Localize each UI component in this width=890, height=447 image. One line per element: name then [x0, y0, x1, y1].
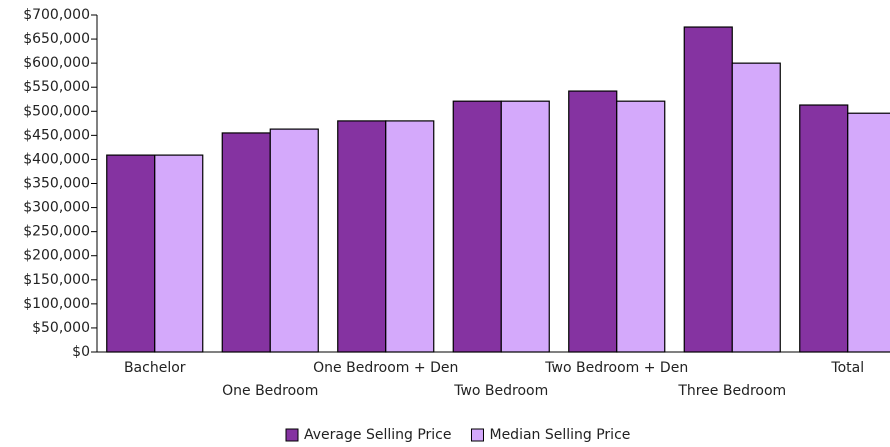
bar	[154, 154, 204, 353]
x-tick-label: Bachelor	[124, 360, 186, 376]
legend-label: Median Selling Price	[489, 427, 630, 443]
y-tick-label: $150,000	[23, 272, 90, 288]
bar	[385, 120, 435, 353]
y-tick-label: $350,000	[23, 176, 90, 192]
legend-label: Average Selling Price	[304, 427, 451, 443]
bar	[568, 90, 618, 353]
legend-swatch	[285, 428, 299, 442]
bar	[452, 100, 502, 353]
x-tick-label: Two Bedroom + Den	[544, 360, 688, 376]
x-tick-label: Two Bedroom	[453, 383, 548, 399]
bar	[106, 154, 156, 353]
y-tick-label: $200,000	[23, 248, 90, 264]
bar	[731, 62, 781, 353]
y-tick-label: $600,000	[23, 55, 90, 71]
bar	[847, 112, 890, 353]
bar	[500, 100, 550, 353]
y-tick-label: $450,000	[23, 127, 90, 143]
bar	[337, 120, 387, 353]
y-tick-label: $500,000	[23, 103, 90, 119]
x-tick-label: Total	[830, 360, 864, 376]
bar	[616, 100, 666, 353]
x-tick-label: One Bedroom	[222, 383, 318, 399]
y-tick-label: $550,000	[23, 79, 90, 95]
y-tick-label: $50,000	[32, 320, 90, 336]
bar	[221, 132, 271, 353]
y-tick-label: $300,000	[23, 200, 90, 216]
legend-swatch	[470, 428, 484, 442]
y-tick-label: $650,000	[23, 31, 90, 47]
bar	[269, 128, 319, 353]
y-tick-label: $700,000	[23, 7, 90, 23]
y-tick-label: $400,000	[23, 151, 90, 167]
x-tick-label: One Bedroom + Den	[313, 360, 458, 376]
y-tick-label: $0	[72, 344, 90, 360]
y-tick-label: $250,000	[23, 224, 90, 240]
y-tick-label: $100,000	[23, 296, 90, 312]
bar	[799, 104, 849, 353]
x-tick-label: Three Bedroom	[677, 383, 786, 399]
bar	[683, 26, 733, 353]
